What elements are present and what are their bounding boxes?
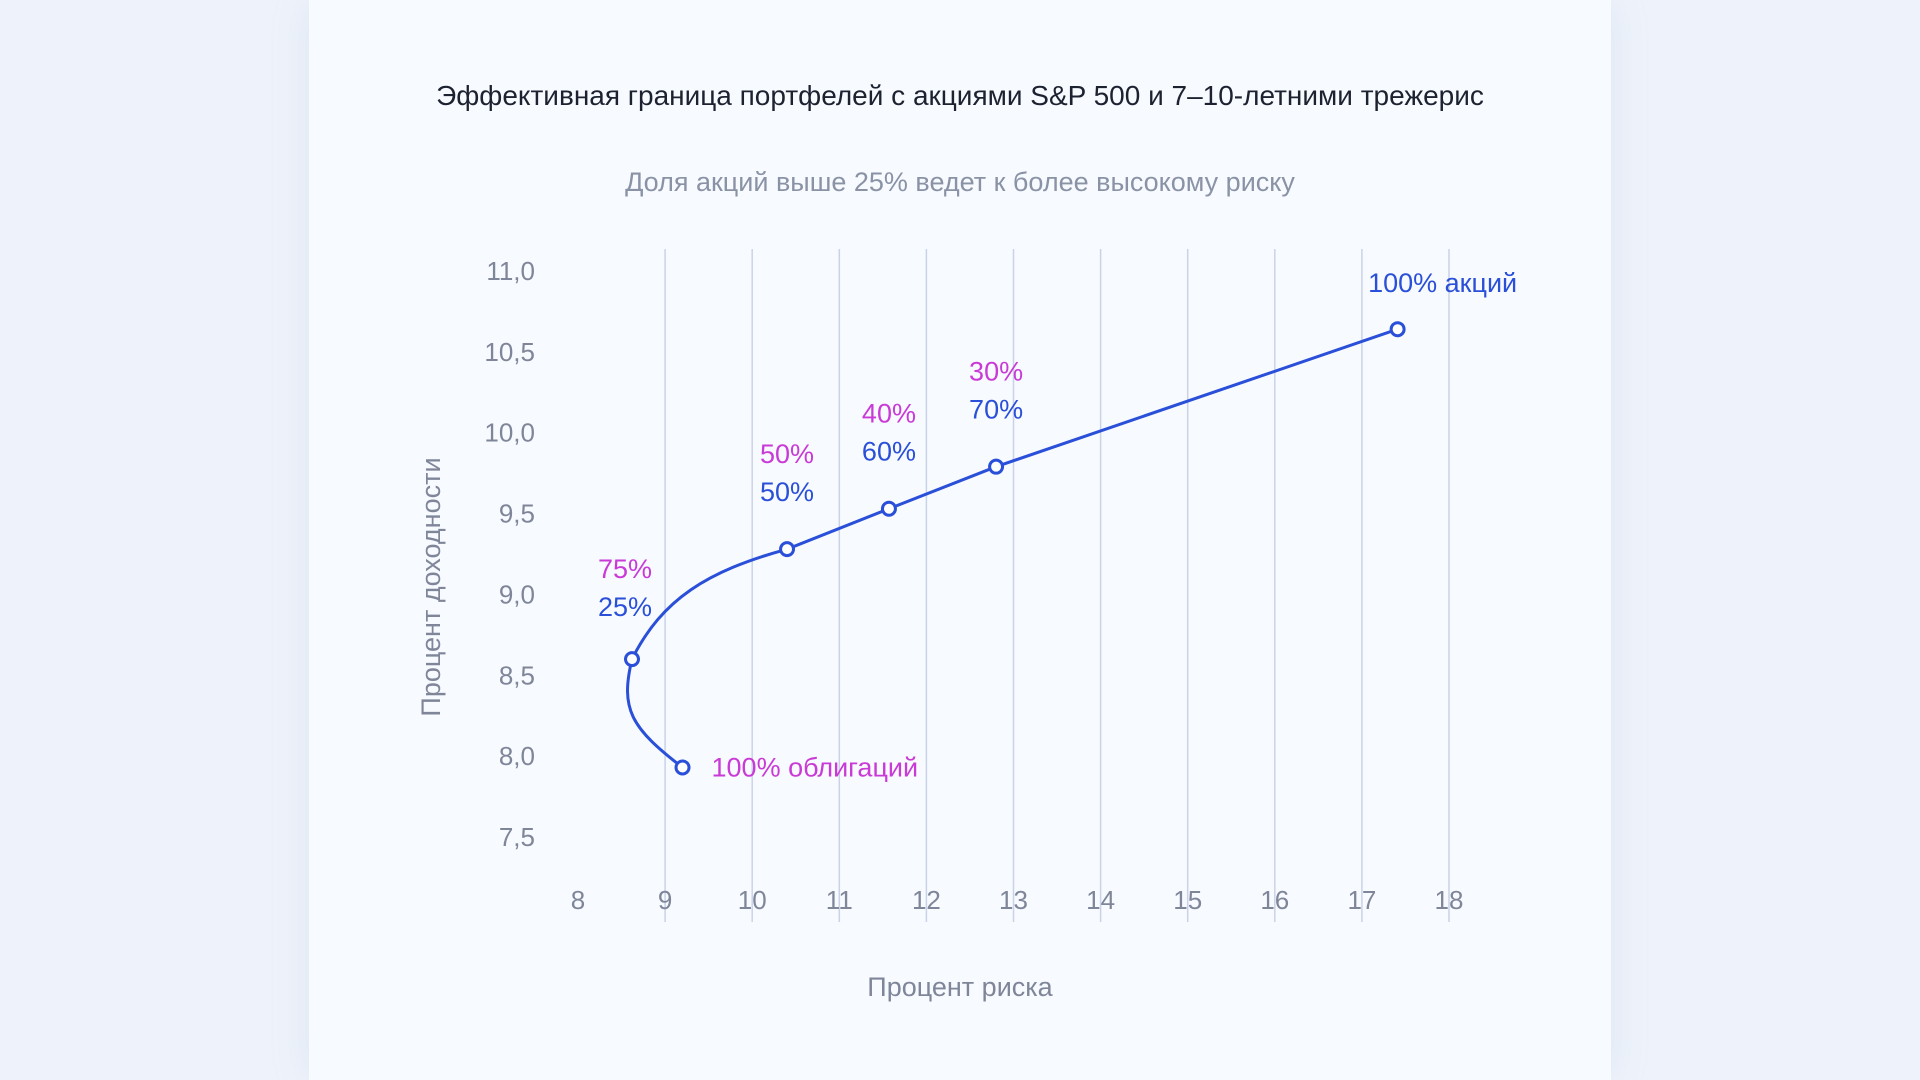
y-tick-label: 10,0: [484, 418, 535, 448]
stocks-share-label: 70%: [969, 395, 1023, 425]
frontier-series: [624, 321, 1406, 776]
bonds-share-label: 30%: [969, 357, 1023, 387]
bonds-share-label: 40%: [862, 399, 916, 429]
x-tick-label: 17: [1347, 885, 1376, 915]
x-tick-label: 14: [1086, 885, 1115, 915]
y-axis-label: Процент доходности: [416, 457, 446, 716]
data-point: [880, 500, 897, 517]
grid-lines: [664, 249, 1450, 922]
stocks-share-label: 60%: [862, 437, 916, 467]
x-tick-label: 9: [658, 885, 672, 915]
x-tick-label: 16: [1260, 885, 1289, 915]
data-point: [779, 541, 796, 558]
x-tick-label: 11: [826, 885, 853, 915]
y-tick-label: 11,0: [486, 256, 535, 286]
chart-title: Эффективная граница портфелей с акциями …: [436, 80, 1484, 111]
y-tick-label: 8,0: [499, 741, 535, 771]
data-point: [1389, 321, 1406, 338]
frontier-line: [626, 327, 1399, 769]
chart-card: [309, 0, 1611, 1080]
x-axis-ticks: 8 9 10 11 12 13 14 15 16 17 18: [571, 885, 1464, 915]
x-tick-label: 13: [999, 885, 1028, 915]
data-point: [624, 651, 641, 668]
stocks-share-label: 100% акций: [1368, 268, 1517, 298]
data-point: [674, 759, 691, 776]
bonds-share-label: 75%: [598, 554, 652, 584]
y-tick-label: 10,5: [484, 337, 535, 367]
point-annotations: 100% облигаций 75% 25% 50% 50% 40% 60% 30% 70% 10…: [598, 268, 1517, 782]
y-tick-label: 9,5: [499, 499, 535, 529]
y-tick-label: 9,0: [499, 579, 535, 609]
x-tick-label: 18: [1435, 885, 1464, 915]
x-tick-label: 12: [912, 885, 941, 915]
y-axis-ticks: 11,0 10,5 10,0 9,5 9,0 8,5 8,0 7,5: [484, 256, 535, 852]
x-tick-label: 15: [1173, 885, 1202, 915]
x-axis-label: Процент риска: [867, 972, 1053, 1002]
bonds-share-label: 100% облигаций: [712, 752, 919, 782]
bonds-share-label: 50%: [760, 439, 814, 469]
data-point: [988, 458, 1005, 475]
stocks-share-label: 50%: [760, 477, 814, 507]
x-tick-label: 8: [571, 885, 585, 915]
y-tick-label: 8,5: [499, 660, 535, 690]
y-tick-label: 7,5: [499, 822, 535, 852]
stocks-share-label: 25%: [598, 592, 652, 622]
x-tick-label: 10: [738, 885, 767, 915]
chart-subtitle: Доля акций выше 25% ведет к более высоко…: [625, 167, 1295, 197]
